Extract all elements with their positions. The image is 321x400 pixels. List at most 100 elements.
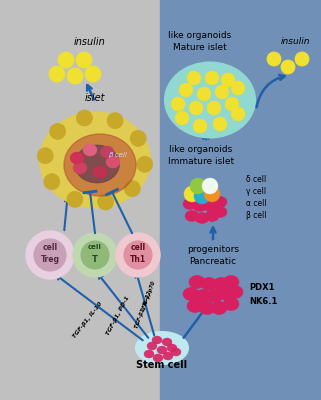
Circle shape — [124, 241, 152, 269]
Ellipse shape — [106, 156, 120, 168]
Ellipse shape — [189, 276, 205, 288]
Ellipse shape — [219, 288, 235, 300]
Circle shape — [73, 233, 117, 277]
Ellipse shape — [147, 342, 157, 350]
Ellipse shape — [136, 332, 188, 364]
Ellipse shape — [162, 338, 172, 346]
Circle shape — [267, 52, 281, 66]
Text: insulin: insulin — [74, 37, 106, 47]
Ellipse shape — [205, 210, 219, 222]
Ellipse shape — [195, 290, 211, 302]
Ellipse shape — [40, 112, 150, 208]
Text: TGF-β1, PD-1: TGF-β1, PD-1 — [106, 296, 130, 336]
Text: β cell: β cell — [108, 152, 126, 158]
Circle shape — [116, 233, 160, 277]
Circle shape — [50, 123, 66, 139]
Circle shape — [281, 60, 295, 74]
Text: α cell: α cell — [246, 200, 267, 208]
Ellipse shape — [183, 198, 197, 210]
Circle shape — [49, 66, 65, 82]
Circle shape — [187, 71, 201, 85]
Circle shape — [190, 178, 206, 194]
Ellipse shape — [223, 276, 239, 288]
Text: insulin: insulin — [280, 38, 310, 46]
Circle shape — [107, 113, 123, 129]
Circle shape — [81, 241, 109, 269]
Ellipse shape — [73, 162, 87, 174]
Circle shape — [98, 194, 114, 210]
Ellipse shape — [171, 348, 181, 356]
Text: δ cell: δ cell — [246, 176, 266, 184]
Text: NK6.1: NK6.1 — [249, 298, 277, 306]
Ellipse shape — [199, 302, 215, 314]
Ellipse shape — [74, 145, 119, 183]
Circle shape — [76, 110, 92, 126]
Text: islet: islet — [85, 93, 105, 103]
Circle shape — [67, 68, 83, 84]
Ellipse shape — [183, 288, 199, 300]
Ellipse shape — [70, 152, 84, 164]
Text: cell: cell — [42, 242, 57, 252]
Circle shape — [175, 111, 189, 125]
Circle shape — [205, 71, 219, 85]
Ellipse shape — [152, 336, 162, 344]
Circle shape — [130, 130, 146, 146]
Circle shape — [137, 156, 153, 172]
Circle shape — [85, 66, 101, 82]
Circle shape — [67, 191, 83, 207]
Ellipse shape — [201, 278, 217, 290]
Circle shape — [204, 186, 220, 202]
Circle shape — [295, 52, 309, 66]
Circle shape — [194, 188, 210, 204]
Text: Pancreatic: Pancreatic — [189, 258, 237, 266]
Text: T: T — [92, 254, 98, 264]
Ellipse shape — [167, 344, 177, 352]
Ellipse shape — [153, 354, 163, 362]
Text: like organoids: like organoids — [169, 146, 233, 154]
Text: TGF-β1, IL-10: TGF-β1, IL-10 — [72, 301, 104, 339]
Text: Mature islet: Mature islet — [173, 44, 227, 52]
Ellipse shape — [64, 134, 136, 196]
Text: cell: cell — [130, 242, 145, 252]
Text: γ cell: γ cell — [246, 188, 266, 196]
Ellipse shape — [213, 196, 227, 208]
Circle shape — [58, 52, 74, 68]
Ellipse shape — [187, 300, 203, 312]
Circle shape — [171, 97, 185, 111]
Circle shape — [184, 186, 200, 202]
Circle shape — [207, 101, 221, 115]
Ellipse shape — [207, 290, 223, 302]
Bar — [0, 0, 160, 400]
Ellipse shape — [227, 286, 243, 298]
Text: IFN-γ, p70: IFN-γ, p70 — [142, 281, 157, 311]
Ellipse shape — [165, 62, 255, 138]
Ellipse shape — [93, 166, 107, 178]
Text: like organoids: like organoids — [169, 32, 232, 40]
Text: β cell: β cell — [246, 212, 266, 220]
Circle shape — [225, 97, 239, 111]
Circle shape — [213, 117, 227, 131]
Text: Th1: Th1 — [130, 254, 146, 264]
Circle shape — [44, 174, 60, 190]
Ellipse shape — [193, 200, 207, 212]
Circle shape — [215, 85, 229, 99]
Circle shape — [231, 81, 245, 95]
Circle shape — [202, 178, 218, 194]
Ellipse shape — [223, 298, 239, 310]
Circle shape — [34, 239, 66, 271]
Circle shape — [193, 119, 207, 133]
Bar — [160, 0, 321, 400]
Text: PDX1: PDX1 — [249, 284, 274, 292]
Text: progenitors: progenitors — [187, 246, 239, 254]
Ellipse shape — [211, 302, 227, 314]
Ellipse shape — [144, 350, 154, 358]
Ellipse shape — [163, 352, 173, 360]
Ellipse shape — [185, 210, 199, 222]
Circle shape — [197, 87, 211, 101]
Circle shape — [231, 107, 245, 121]
Ellipse shape — [213, 206, 227, 218]
Text: TGF-β1, IL-12: TGF-β1, IL-12 — [134, 291, 152, 329]
Circle shape — [26, 231, 74, 279]
Circle shape — [221, 73, 235, 87]
Circle shape — [124, 181, 140, 197]
